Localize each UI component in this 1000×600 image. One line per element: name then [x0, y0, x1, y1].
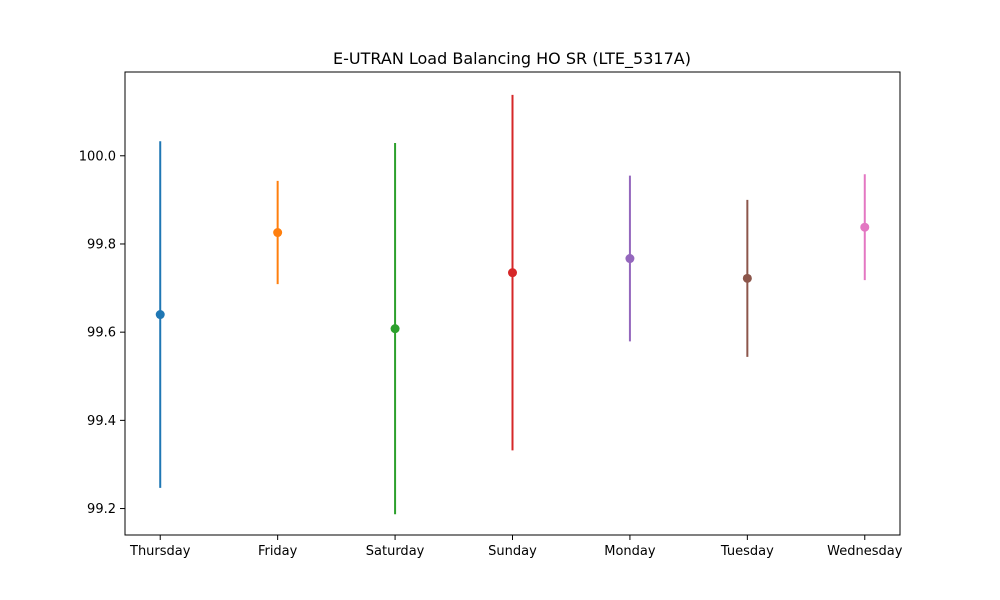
data-series [155, 94, 870, 515]
x-tick-label: Wednesday [827, 544, 903, 559]
y-tick-label: 99.2 [87, 502, 116, 517]
data-point [155, 310, 165, 320]
x-tick-label: Sunday [488, 544, 537, 559]
y-tick-label: 99.6 [87, 326, 116, 341]
x-tick-label: Tuesday [720, 544, 774, 559]
data-point [860, 222, 870, 232]
x-tick-label: Friday [258, 544, 298, 559]
data-point [625, 254, 635, 264]
x-tick-label: Saturday [366, 544, 425, 559]
x-tick-label: Thursday [129, 544, 191, 559]
x-axis: Thursday Friday Saturday Sunday Monday Tuesda… [129, 535, 903, 559]
y-axis: 99.2 99.4 99.6 99.8 100.0 [79, 149, 125, 517]
data-point [273, 228, 283, 238]
data-point [508, 268, 517, 278]
chart-title: E-UTRAN Load Balancing HO SR (LTE_5317A) [333, 49, 691, 69]
y-tick-label: 99.4 [87, 414, 116, 429]
y-tick-label: 99.8 [87, 237, 116, 252]
data-point [742, 273, 752, 283]
data-point [390, 324, 400, 334]
y-tick-label: 100.0 [79, 149, 116, 164]
x-tick-label: Monday [604, 544, 656, 559]
